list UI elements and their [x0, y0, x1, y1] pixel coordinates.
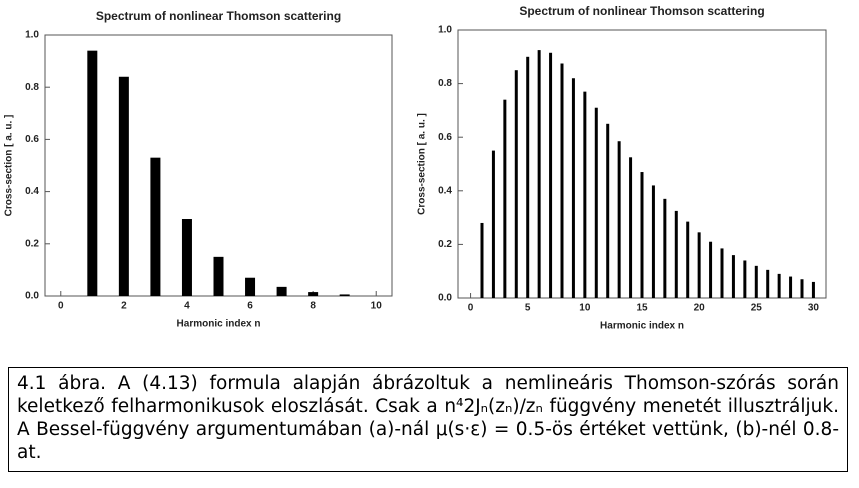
x-axis-label: Harmonic index n: [600, 321, 684, 332]
bar: [709, 241, 713, 298]
bar: [800, 279, 804, 298]
x-tick-label: 2: [121, 301, 127, 312]
bar: [811, 281, 815, 298]
bar: [181, 219, 192, 296]
charts: Spectrum of nonlinear Thomson scattering…: [4, 4, 827, 332]
y-tick-label: 0.8: [25, 82, 39, 93]
bar: [491, 150, 495, 298]
bar: [720, 248, 724, 298]
y-axis-label: Cross-section [ a. u. ]: [417, 113, 428, 215]
bar: [629, 157, 633, 298]
bar: [583, 91, 587, 298]
bar: [514, 70, 518, 298]
x-tick-label: 5: [525, 303, 531, 314]
bar: [651, 185, 655, 298]
y-tick-label: 0.0: [25, 291, 39, 302]
bar: [686, 221, 690, 298]
bar: [674, 210, 678, 298]
x-axis-label: Harmonic index n: [177, 319, 261, 330]
x-tick-label: 10: [579, 303, 591, 314]
x-tick-label: 6: [247, 301, 253, 312]
chart-title: Spectrum of nonlinear Thomson scattering: [96, 9, 341, 23]
bar: [743, 260, 747, 298]
bar: [777, 273, 781, 298]
bar: [606, 123, 610, 298]
bar: [87, 50, 98, 296]
bar: [571, 78, 575, 299]
x-tick-label: 30: [808, 303, 820, 314]
bar: [526, 56, 530, 298]
bar: [697, 232, 701, 298]
x-tick-label: 20: [694, 303, 706, 314]
bar: [118, 76, 129, 296]
bar: [150, 157, 161, 296]
bar: [640, 172, 644, 298]
bar: [731, 255, 735, 298]
bar: [245, 277, 256, 296]
chart-title: Spectrum of nonlinear Thomson scattering: [519, 4, 764, 18]
bar: [480, 222, 484, 298]
y-tick-label: 0.6: [25, 134, 39, 145]
bar: [339, 294, 350, 296]
bar: [754, 265, 758, 298]
bar: [594, 107, 598, 298]
y-axis-label: Cross-section [ a. u. ]: [4, 115, 15, 217]
x-tick-label: 4: [184, 301, 190, 312]
caption: 4.1 ábra. A (4.13) formula alapján ábráz…: [8, 367, 848, 472]
bar: [308, 292, 319, 296]
bar: [276, 286, 287, 296]
bar: [766, 269, 770, 298]
bar: [503, 99, 507, 299]
bar: [663, 198, 667, 298]
y-tick-label: 1.0: [438, 25, 452, 36]
y-tick-label: 0.8: [438, 78, 452, 89]
bar: [617, 141, 621, 298]
y-tick-label: 1.0: [25, 30, 39, 41]
y-tick-label: 0.2: [25, 238, 39, 249]
bar: [549, 52, 553, 298]
x-tick-label: 0: [58, 301, 64, 312]
y-tick-label: 0.0: [438, 293, 452, 304]
bar: [789, 276, 793, 298]
x-tick-label: 15: [636, 303, 648, 314]
x-tick-label: 8: [310, 301, 316, 312]
x-tick-label: 25: [751, 303, 763, 314]
y-tick-label: 0.2: [438, 239, 452, 250]
y-tick-label: 0.6: [438, 132, 452, 143]
y-tick-label: 0.4: [25, 186, 39, 197]
x-tick-label: 10: [371, 301, 383, 312]
bar: [213, 256, 224, 296]
bar: [560, 63, 564, 298]
x-tick-label: 0: [468, 303, 474, 314]
y-tick-label: 0.4: [438, 185, 452, 196]
bar: [537, 50, 541, 298]
